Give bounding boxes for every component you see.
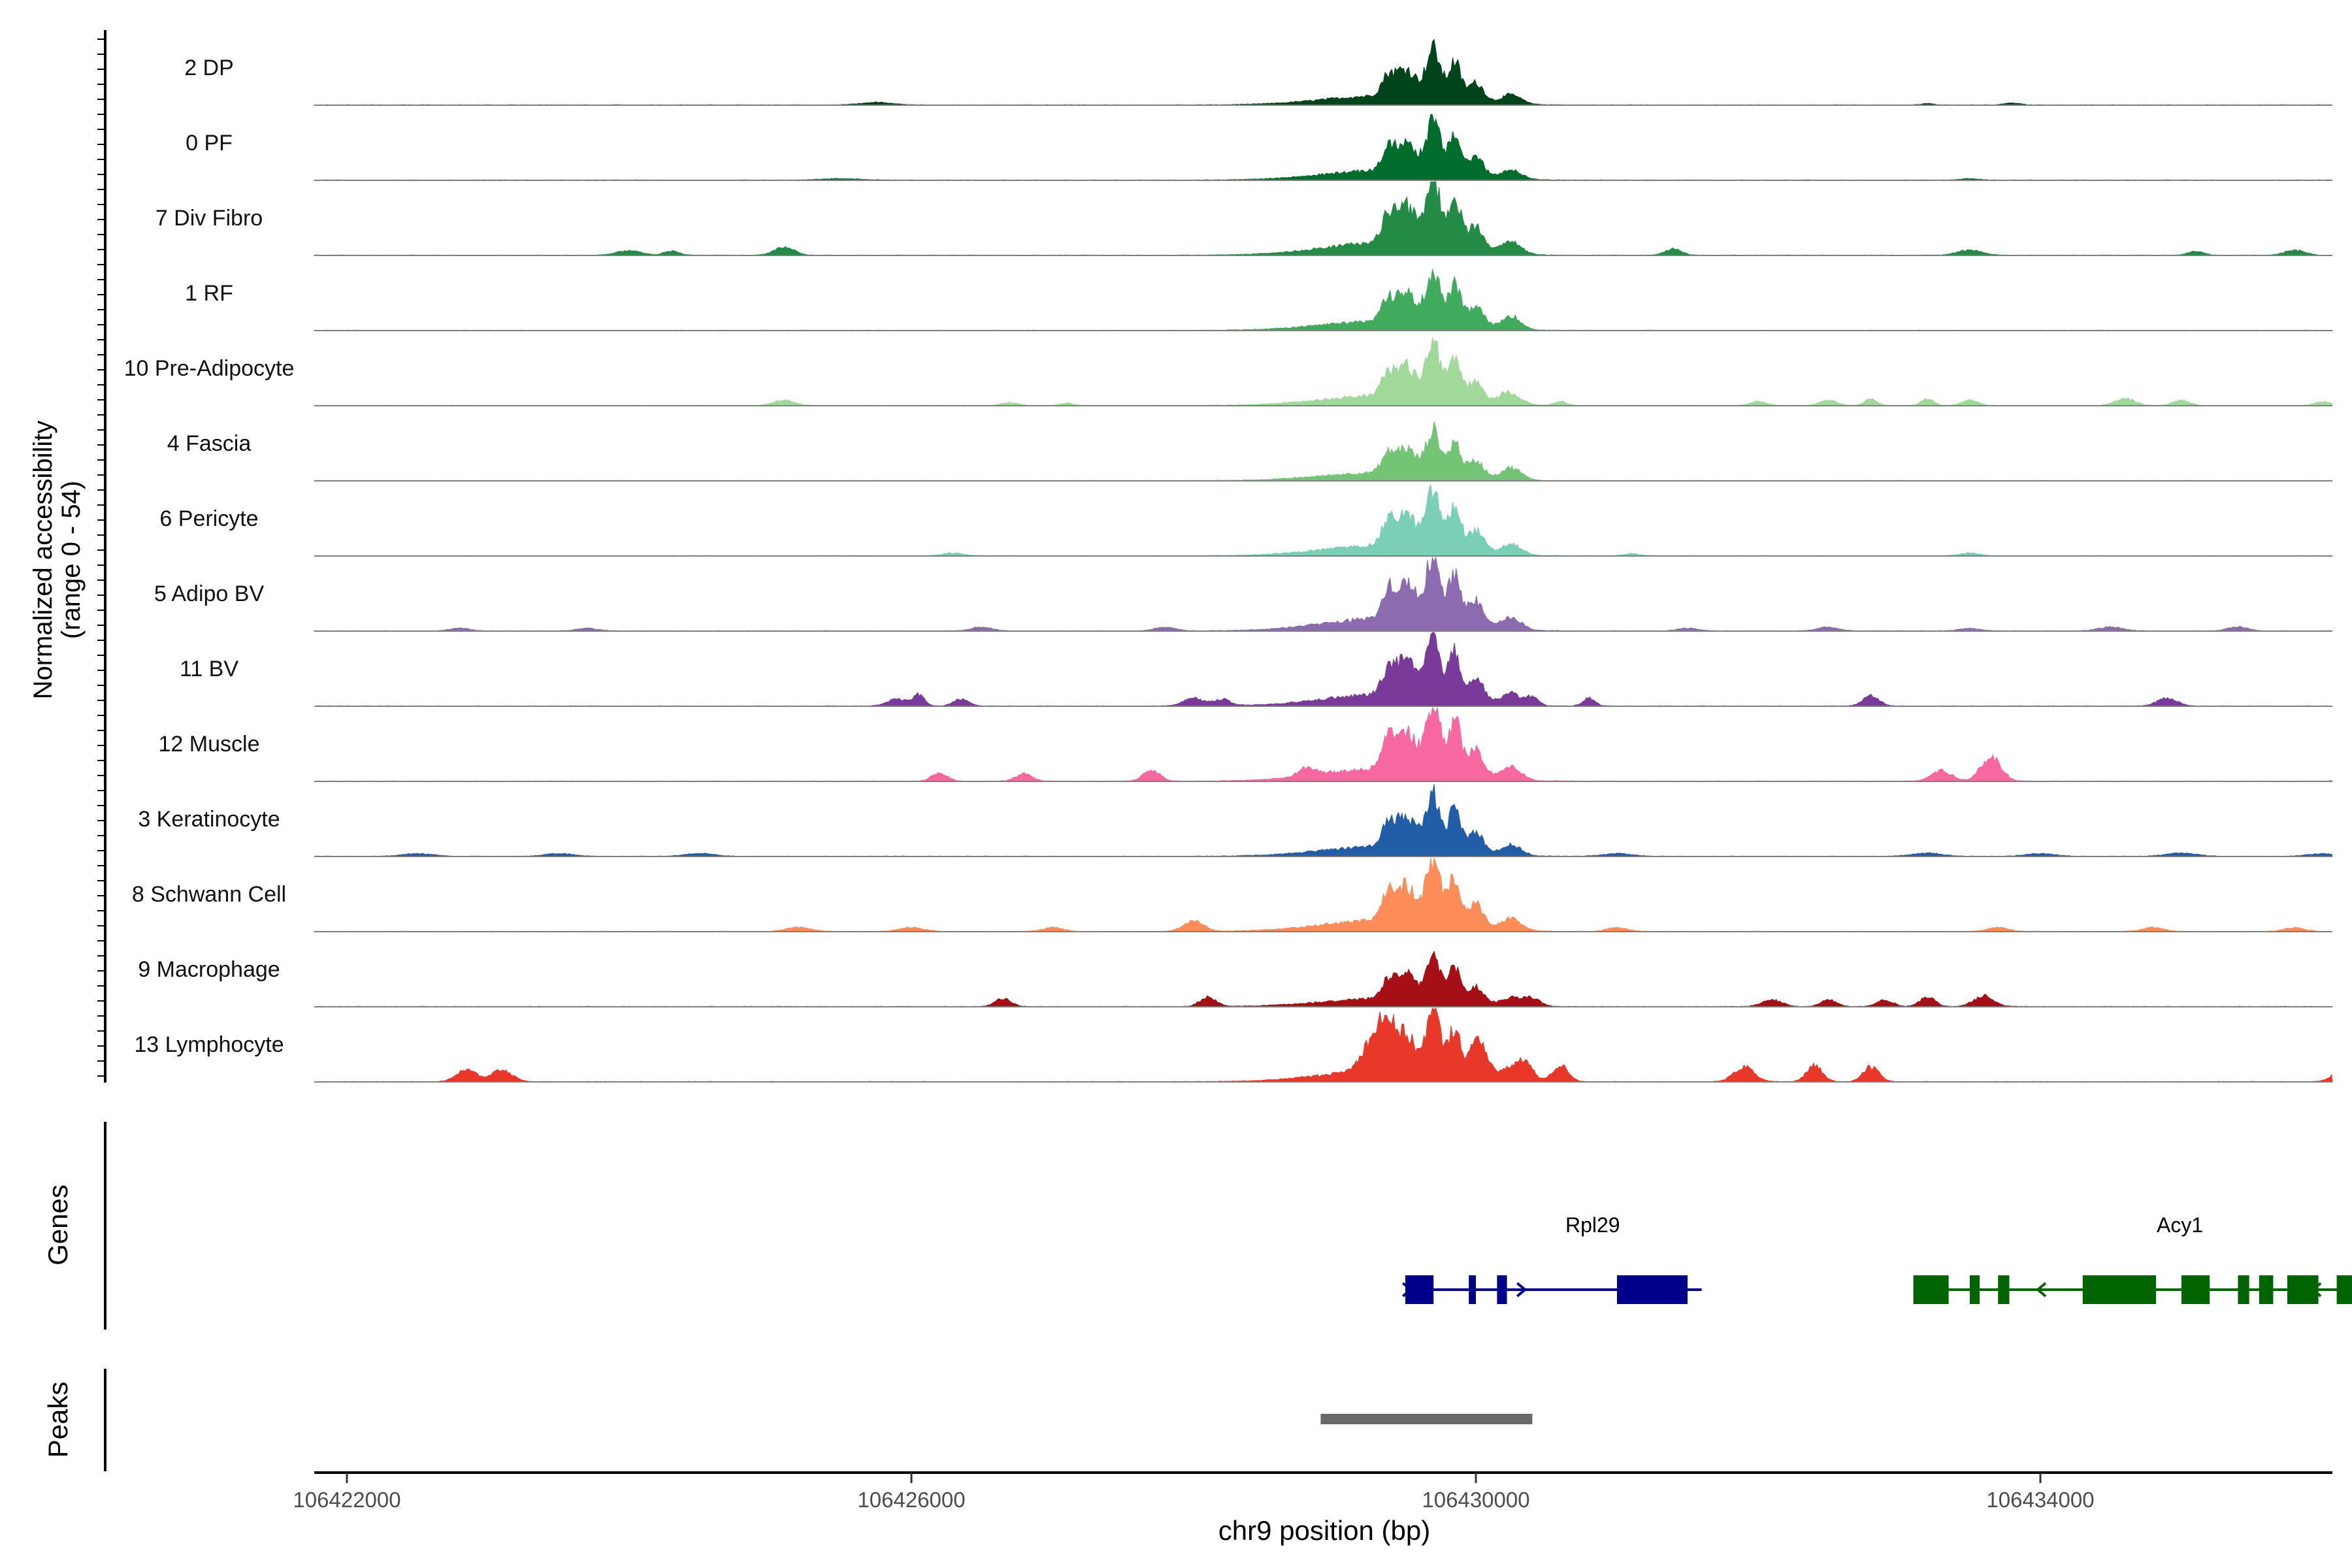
strand-arrow — [2035, 1282, 2047, 1298]
gene-exon — [1970, 1275, 1980, 1304]
gene-exon — [1998, 1275, 2010, 1304]
track-label: 2 DP — [184, 56, 234, 80]
x-tick-label: 106430000 — [1422, 1488, 1529, 1512]
gene-model: Acy1 — [1913, 1213, 2352, 1304]
track-label: 13 Lymphocyte — [134, 1032, 284, 1057]
peaks-track — [1320, 1414, 1533, 1424]
x-axis-title: chr9 position (bp) — [1218, 1515, 1431, 1546]
coverage-track: 12 Muscle — [159, 706, 2334, 782]
coverage-area — [313, 181, 2333, 256]
gene-exon — [1913, 1275, 1949, 1304]
coverage-track: 0 PF — [186, 114, 2333, 181]
coverage-area — [313, 39, 2332, 106]
gene-exon — [1617, 1275, 1688, 1304]
track-label: 9 Macrophage — [138, 957, 280, 982]
coverage-area — [313, 556, 2333, 632]
track-label: 3 Keratinocyte — [138, 807, 280, 832]
track-label: 11 BV — [180, 657, 238, 681]
coverage-area — [313, 857, 2333, 932]
y-axis-title-line1: Normalized accessibility — [29, 421, 57, 700]
coverage-area — [314, 950, 2333, 1007]
coverage-track: 3 Keratinocyte — [138, 784, 2333, 857]
x-tick-label: 106434000 — [1986, 1488, 2094, 1512]
track-label: 12 Muscle — [159, 732, 260, 757]
coverage-area — [314, 484, 2334, 557]
y-axis-title-line2: (range 0 - 54) — [57, 481, 86, 639]
peaks-axis-title: Peaks — [42, 1382, 73, 1458]
strand-arrow — [1516, 1282, 1527, 1298]
gene-model: Rpl29 — [1402, 1213, 1702, 1304]
gene-exon — [1497, 1275, 1507, 1304]
coverage-area — [314, 706, 2334, 782]
strand-arrow — [2311, 1282, 2322, 1298]
coverage-area — [314, 632, 2333, 707]
coverage-track: 1 RF — [185, 269, 2334, 331]
track-label: 5 Adipo BV — [154, 581, 265, 606]
coverage-track: 9 Macrophage — [138, 950, 2333, 1007]
coverage-track: 2 DP — [184, 39, 2332, 106]
track-label: 4 Fascia — [167, 431, 252, 456]
coverage-track: 6 Pericyte — [159, 484, 2334, 557]
coverage-track: 8 Schwann Cell — [132, 857, 2333, 932]
gene-exon — [1469, 1275, 1476, 1304]
track-label: 8 Schwann Cell — [132, 882, 286, 907]
x-axis-ticks: 106422000 106426000 106430000 106434000 — [293, 1473, 2095, 1512]
strand-arrow — [1402, 1282, 1413, 1298]
track-label: 7 Div Fibro — [155, 206, 263, 231]
coverage-area — [314, 338, 2333, 406]
x-tick-label: 106422000 — [293, 1488, 400, 1512]
gene-exon — [2082, 1275, 2157, 1304]
track-label: 0 PF — [186, 131, 233, 155]
coverage-track: 5 Adipo BV — [154, 556, 2333, 632]
coverage-area — [314, 784, 2333, 857]
coverage-area — [314, 421, 2334, 482]
x-tick-label: 106426000 — [857, 1488, 965, 1512]
gene-annotation-track: Rpl29 Acy1 — [1402, 1213, 2352, 1304]
gene-exon — [2181, 1275, 2210, 1304]
coverage-tracks: 2 DP 0 PF 7 Div Fibro 1 RF 10 Pre-Adipocyte 4… — [124, 39, 2334, 1083]
axes: Normalized accessibility (range 0 - 54) … — [29, 30, 2332, 1546]
coverage-area — [313, 114, 2333, 181]
coverage-track: 13 Lymphocyte — [134, 1007, 2333, 1083]
coverage-track: 10 Pre-Adipocyte — [124, 338, 2333, 406]
genes-axis-title: Genes — [42, 1184, 73, 1266]
coverage-track: 7 Div Fibro — [155, 181, 2333, 256]
gene-exon — [2238, 1275, 2249, 1304]
gene-exon — [2259, 1275, 2274, 1304]
gene-exon — [2336, 1275, 2352, 1304]
peak-region — [1320, 1414, 1533, 1424]
coverage-area — [313, 269, 2334, 331]
gene-name: Acy1 — [2157, 1213, 2203, 1237]
track-label: 1 RF — [185, 281, 233, 306]
track-label: 6 Pericyte — [159, 506, 258, 531]
coverage-track: 4 Fascia — [167, 421, 2334, 482]
coverage-track: 11 BV — [180, 632, 2333, 707]
coverage-area — [314, 1007, 2333, 1083]
gene-name: Rpl29 — [1565, 1213, 1620, 1237]
track-label: 10 Pre-Adipocyte — [124, 356, 295, 381]
